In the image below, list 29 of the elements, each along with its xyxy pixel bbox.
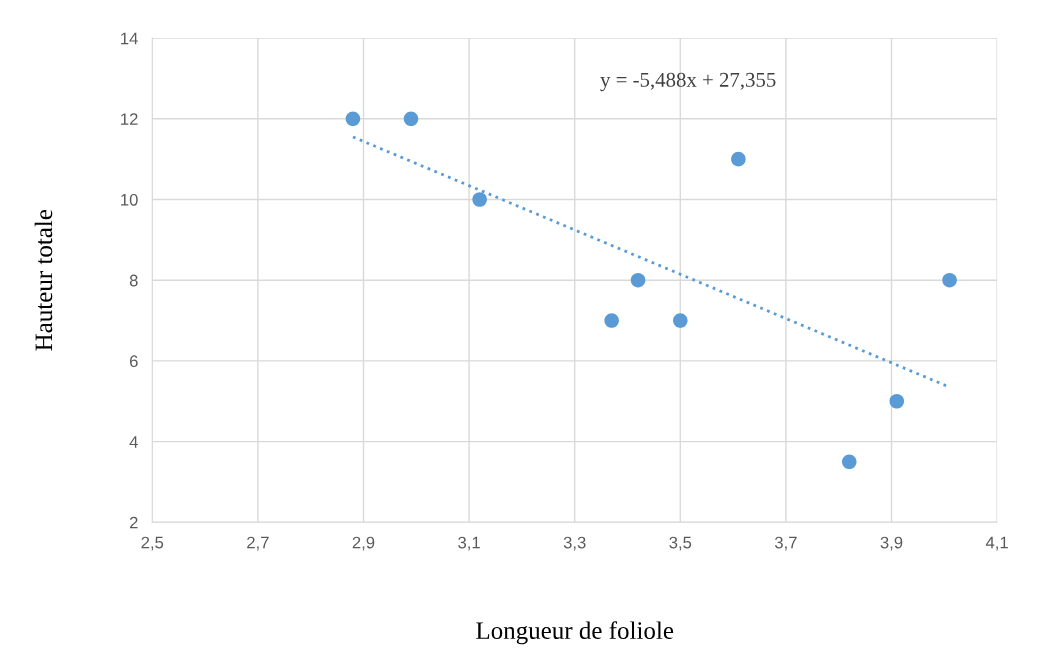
y-tick-label: 2: [129, 516, 138, 529]
y-tick-label: 10: [121, 193, 138, 206]
x-tick-label: 4,1: [985, 536, 1008, 551]
point: [472, 192, 487, 207]
y-tick-label: 4: [129, 436, 138, 448]
point: [403, 111, 419, 127]
x-tick-label: 3,1: [458, 536, 480, 551]
annotation: y = -5,488x + 27,355: [600, 72, 776, 92]
x-tick-label: 3,7: [774, 536, 797, 551]
y-axis-title: Hauteur totale: [34, 209, 53, 351]
y-tick-label: 14: [121, 32, 138, 45]
x-axis-title: Longueur de foliole: [476, 621, 674, 645]
x-tick-label: 3,9: [880, 536, 903, 551]
point: [841, 454, 857, 470]
y-tick-label: 6: [129, 355, 138, 368]
point: [604, 313, 619, 328]
point: [673, 313, 688, 328]
point: [630, 272, 646, 288]
y-tick-label: 8: [129, 274, 138, 287]
x-tick-label: 2,9: [352, 536, 375, 551]
point: [731, 151, 746, 167]
point: [345, 111, 361, 127]
point: [889, 393, 905, 409]
x-tick-label: 2,5: [141, 536, 164, 551]
x-tick-label: 3,5: [669, 536, 692, 551]
x-tick-label: 2,7: [247, 536, 269, 551]
y-tick-label: 12: [121, 113, 138, 125]
x-tick-label: 3,3: [563, 536, 586, 551]
point: [942, 272, 957, 288]
